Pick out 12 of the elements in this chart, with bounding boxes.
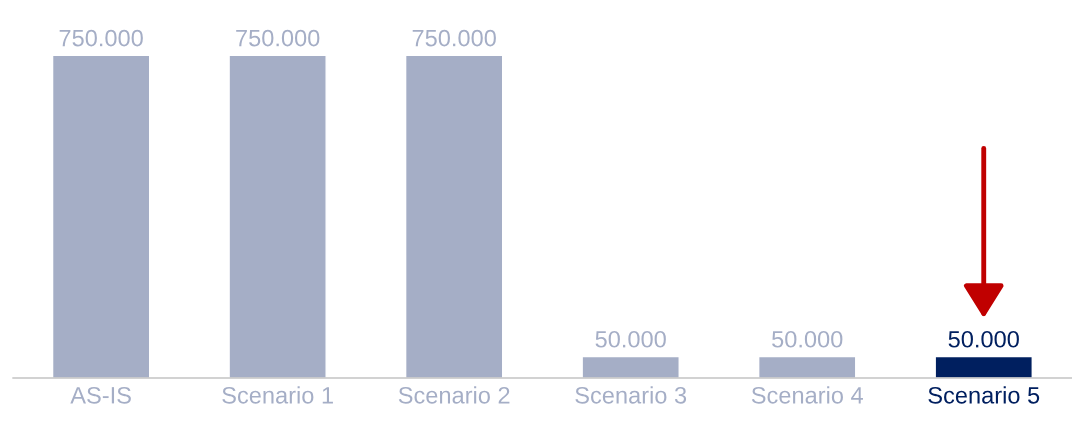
x-tick-label: AS-IS (70, 386, 131, 404)
data-label: 750.000 (59, 29, 143, 47)
x-tick-label: Scenario 3 (575, 386, 687, 404)
data-label: 50.000 (595, 330, 666, 348)
x-tick-label: Scenario 5 (928, 386, 1040, 404)
x-tick-label: Scenario 4 (751, 386, 863, 404)
x-tick-label: Scenario 1 (222, 386, 333, 404)
data-label: 50.000 (948, 330, 1019, 348)
data-label: 50.000 (772, 330, 843, 348)
data-label: 750.000 (236, 29, 320, 47)
x-tick-label: Scenario 2 (398, 386, 510, 404)
data-label: 750.000 (412, 29, 496, 47)
